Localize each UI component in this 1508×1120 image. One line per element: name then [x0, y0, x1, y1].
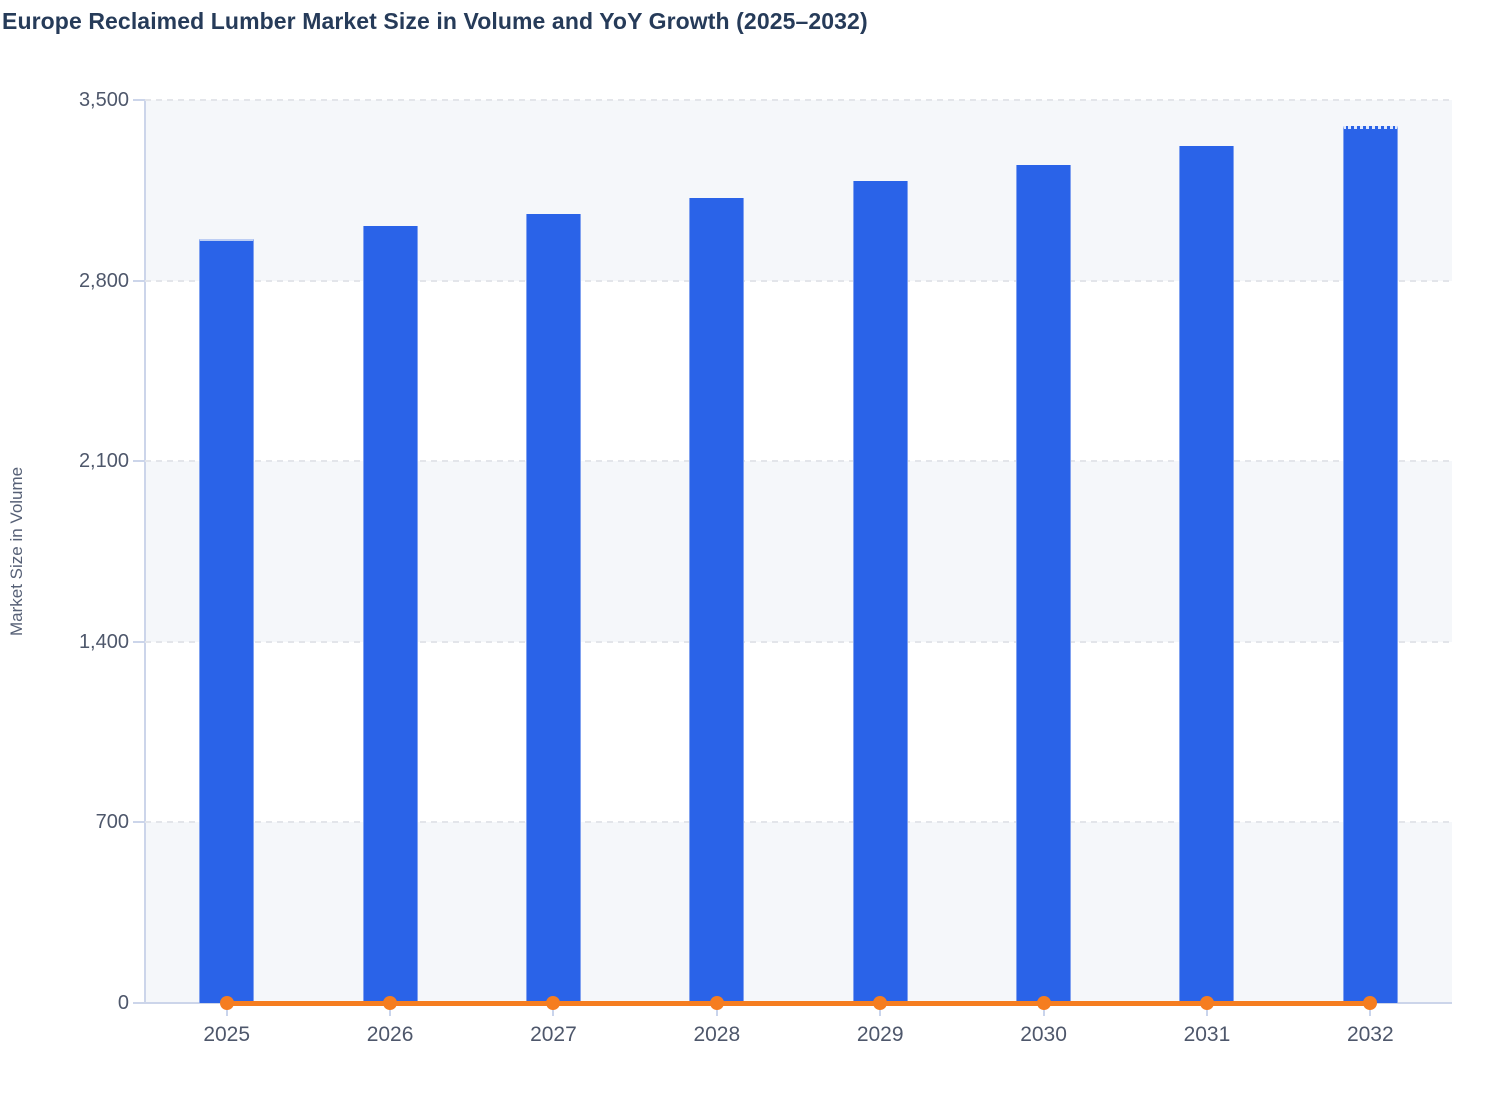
yoy-marker-2026[interactable]	[383, 996, 398, 1010]
bar-2027[interactable]	[525, 213, 581, 1003]
bar-2025[interactable]	[199, 239, 255, 1003]
gridline-1400	[145, 640, 1452, 643]
bar-2029[interactable]	[852, 181, 908, 1003]
plot-band-0	[145, 100, 1452, 281]
x-label-2030: 2030	[1020, 1023, 1067, 1046]
y-tick-2800	[133, 279, 145, 282]
bar-2031[interactable]	[1179, 146, 1235, 1003]
x-label-2029: 2029	[856, 1023, 904, 1046]
x-label-2027: 2027	[530, 1023, 577, 1046]
yoy-growth-line[interactable]	[226, 1000, 1371, 1006]
chart-title: Europe Reclaimed Lumber Market Size in V…	[2, 8, 868, 34]
bar-2026[interactable]	[362, 226, 418, 1003]
yoy-marker-2027[interactable]	[546, 996, 561, 1010]
bar-2028[interactable]	[689, 198, 745, 1003]
yoy-marker-2031[interactable]	[1199, 996, 1214, 1010]
y-tick-0	[133, 1002, 145, 1004]
y-tick-700	[133, 821, 145, 824]
yoy-marker-2030[interactable]	[1036, 996, 1051, 1010]
yoy-marker-2029[interactable]	[873, 996, 888, 1010]
y-tick-label-2100: 2,100	[78, 450, 129, 473]
x-label-2031: 2031	[1183, 1023, 1231, 1046]
y-axis-line	[144, 100, 146, 1003]
plot-band-4	[145, 822, 1452, 1003]
y-tick-label-700: 700	[95, 811, 129, 834]
y-axis-title: Market Size in Volume	[7, 466, 26, 637]
gridline-2100	[145, 460, 1452, 463]
gridline-700	[145, 821, 1452, 824]
x-axis-labels: 2025 2026 2027 2028 2029 2030 2031 2032	[145, 1022, 1452, 1048]
plot-band-3	[145, 641, 1452, 823]
y-tick-label-0: 0	[117, 992, 129, 1014]
yoy-marker-2025[interactable]	[219, 996, 234, 1010]
plot-band-1	[145, 280, 1452, 462]
bar-2030[interactable]	[1016, 164, 1072, 1003]
x-label-2026: 2026	[366, 1023, 414, 1046]
y-tick-2100	[133, 460, 145, 463]
gridline-2800	[145, 279, 1452, 282]
x-label-2028: 2028	[693, 1023, 741, 1046]
y-tick-3500	[133, 99, 145, 101]
bar-2032[interactable]	[1342, 125, 1398, 1003]
y-tick-label-2800: 2,800	[78, 269, 129, 292]
gridline-3500	[145, 99, 1452, 101]
y-tick-label-1400: 1,400	[78, 630, 129, 653]
plot-area: 3,500 2,800 2,100 1,400 700 0	[79, 89, 1452, 1016]
y-tick-1400	[133, 640, 145, 643]
yoy-marker-2028[interactable]	[709, 996, 724, 1010]
plot-band-2	[145, 461, 1452, 642]
y-tick-label-3500: 3,500	[78, 89, 129, 111]
x-label-2025: 2025	[203, 1023, 251, 1046]
yoy-marker-2032[interactable]	[1363, 996, 1378, 1010]
x-label-2032: 2032	[1346, 1023, 1394, 1046]
